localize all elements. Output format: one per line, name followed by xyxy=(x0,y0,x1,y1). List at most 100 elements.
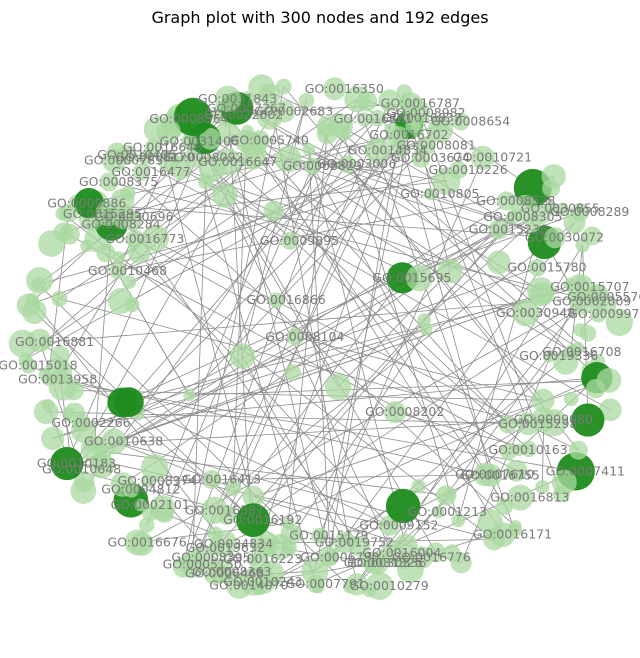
node-label: GO:0008081 xyxy=(397,137,476,152)
node-label: GO:0016837 xyxy=(383,110,462,125)
graph-node xyxy=(573,323,587,337)
graph-node xyxy=(542,179,561,198)
node-label: GO:0008395 xyxy=(171,550,250,565)
node-label: GO:0016881 xyxy=(15,334,94,349)
graph-node xyxy=(275,145,302,173)
graph-edge xyxy=(247,131,509,425)
graph-edge xyxy=(295,336,544,401)
node-label: GO:0030948 xyxy=(496,305,575,320)
graph-edge xyxy=(137,207,525,415)
node-label: GO:0034834 xyxy=(194,536,273,551)
graph-node xyxy=(214,85,242,113)
graph-node xyxy=(268,292,285,309)
graph-node xyxy=(338,155,357,174)
node-label: GO:0016587 xyxy=(185,502,264,517)
graph-node xyxy=(112,251,126,265)
graph-node xyxy=(425,542,446,563)
node-label: GO:0016350 xyxy=(305,81,384,96)
graph-node xyxy=(345,573,368,596)
graph-node xyxy=(286,328,304,346)
node-label: GO:0016702 xyxy=(369,127,448,142)
node-label: GO:0019752 xyxy=(315,535,394,550)
graph-node xyxy=(89,453,115,479)
graph-node xyxy=(396,556,424,583)
graph-edge xyxy=(340,125,459,521)
graph-node xyxy=(229,343,256,370)
graph-node xyxy=(71,413,91,433)
graph-node xyxy=(281,232,299,250)
node-label: GO:0016787 xyxy=(381,95,460,110)
graph-node xyxy=(224,479,242,497)
node-label: GO:0008564 xyxy=(149,111,228,126)
graph-edge xyxy=(135,238,519,451)
node-label: GO:0005740 xyxy=(230,133,309,148)
node-label: GO:0016171 xyxy=(473,527,552,542)
node-label: GO:0002009 xyxy=(552,294,631,309)
node-label: GO:0006790 xyxy=(300,549,379,564)
graph-node xyxy=(575,237,590,253)
graph-edge xyxy=(182,99,358,568)
node-label: GO:0015179 xyxy=(289,528,368,543)
graph-edge xyxy=(228,133,330,557)
graph-node xyxy=(138,150,153,165)
graph-node-hub xyxy=(571,403,605,437)
graph-edge xyxy=(192,181,207,565)
node-label: GO:0016413 xyxy=(182,472,261,487)
graph-node xyxy=(53,222,74,242)
graph-edge xyxy=(28,157,422,306)
graph-edge xyxy=(226,112,486,475)
graph-node xyxy=(183,389,196,402)
node-label: GO:0016647 xyxy=(198,154,277,169)
node-label: GO:0022602 xyxy=(204,107,283,122)
graph-node xyxy=(242,485,265,508)
graph-node xyxy=(138,517,155,533)
graph-node xyxy=(552,485,571,503)
graph-node xyxy=(311,527,328,544)
graph-node xyxy=(122,210,142,231)
graph-edge xyxy=(90,180,447,220)
graph-node xyxy=(384,122,399,138)
graph-node xyxy=(498,415,518,434)
graph-node xyxy=(598,398,622,422)
graph-node xyxy=(323,77,347,101)
graph-edge xyxy=(252,104,418,560)
node-label: GO:0031406 xyxy=(160,133,239,148)
node-label: GO:0019336 xyxy=(519,348,598,363)
graph-edge xyxy=(91,419,544,445)
graph-edge xyxy=(356,301,583,585)
graph-node xyxy=(525,217,541,233)
graph-edge xyxy=(59,98,358,300)
node-label: GO:0007610 xyxy=(455,467,534,482)
graph-edge xyxy=(247,131,504,535)
graph-node xyxy=(80,239,94,253)
graph-node xyxy=(212,182,238,208)
node-label: GO:0001213 xyxy=(408,504,487,519)
node-label: GO:0008092 xyxy=(164,150,243,165)
graph-node xyxy=(259,83,281,106)
graph-node xyxy=(563,391,579,407)
graph-node xyxy=(531,388,555,412)
label-layer: GO:0015695 GO:0009895 GO:0016866 GO:0008104… xyxy=(0,81,640,593)
graph-edge xyxy=(211,168,393,554)
graph-node xyxy=(302,143,316,156)
graph-node xyxy=(311,579,325,594)
graph-node xyxy=(605,308,633,336)
graph-node xyxy=(437,258,463,284)
node-label: GO:0010648 xyxy=(42,461,121,476)
graph-edge xyxy=(308,149,407,546)
graph-node xyxy=(16,293,41,317)
graph-edge xyxy=(232,222,575,489)
graph-edge xyxy=(73,390,544,401)
graph-node xyxy=(507,484,534,511)
graph-node xyxy=(555,202,570,217)
node-label: GO:0002266 xyxy=(51,415,130,430)
graph-edge xyxy=(289,133,328,242)
graph-node xyxy=(109,262,127,280)
node-label: GO:0010468 xyxy=(88,263,167,278)
graph-node xyxy=(333,531,356,554)
node-label: GO:0008363 xyxy=(192,564,271,579)
node-label: GO:0015298 xyxy=(498,416,577,431)
graph-node xyxy=(134,498,147,512)
graph-node xyxy=(564,346,578,360)
graph-node xyxy=(59,203,78,223)
